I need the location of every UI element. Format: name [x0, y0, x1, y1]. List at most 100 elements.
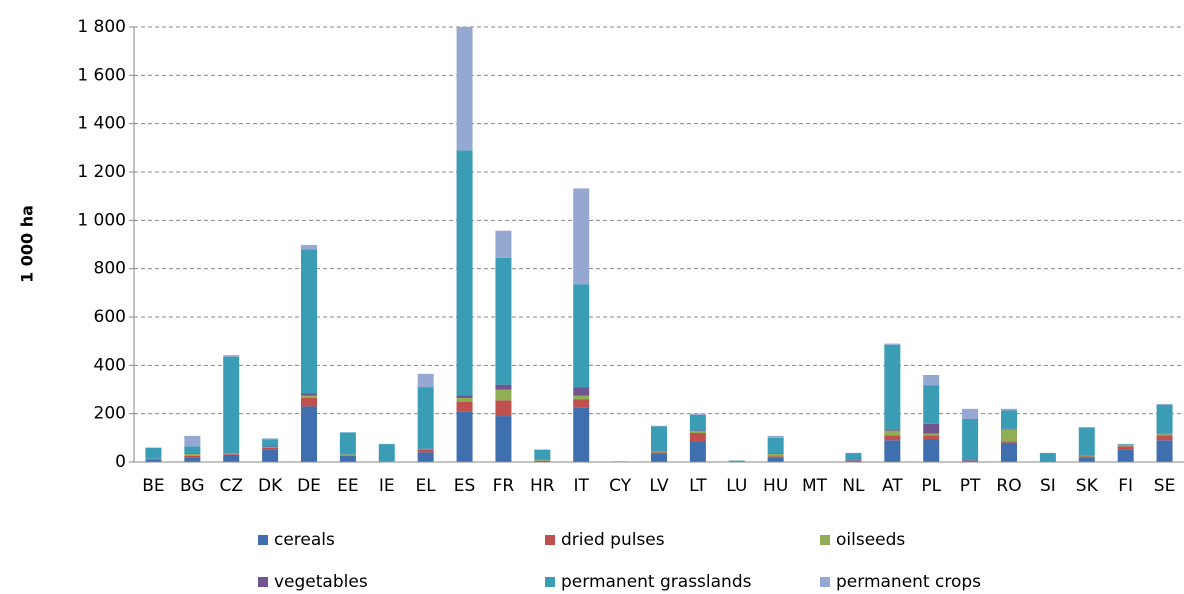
bar-segment [845, 453, 862, 461]
bar-segment [923, 375, 940, 386]
bar-segment [1078, 427, 1095, 456]
bar-segment [1117, 446, 1134, 450]
bar-segment [884, 344, 901, 430]
legend-label: cereals [274, 530, 335, 550]
bar-segment [495, 416, 512, 462]
bar-segment [884, 343, 901, 345]
bar-segment [884, 440, 901, 462]
y-tick-label: 0 [115, 452, 126, 472]
bar-segment [1156, 440, 1173, 462]
bar-segment [728, 460, 745, 462]
x-tick-label: CY [609, 476, 632, 496]
bar-segment [1001, 428, 1017, 430]
bar-segment [262, 447, 279, 448]
bar-segment [923, 439, 940, 462]
legend-label: vegetables [274, 572, 368, 592]
bar-segment [651, 452, 667, 454]
bar-segment [456, 401, 473, 412]
bar-segment [495, 230, 512, 258]
bar-segment [1001, 441, 1017, 443]
bar-segment [495, 257, 512, 385]
x-tick-label: LT [689, 476, 707, 496]
bar-segment [767, 457, 784, 462]
bar-segment [184, 435, 201, 447]
y-tick-label: 400 [94, 355, 126, 375]
bar-segment [301, 397, 317, 407]
bar-segment [301, 249, 317, 394]
bar-segment [651, 426, 667, 452]
bar-segment [223, 454, 240, 455]
legend-swatch [258, 535, 268, 545]
x-tick-label: LV [649, 476, 669, 496]
y-tick-label: 200 [94, 404, 126, 424]
x-tick-label: HU [763, 476, 788, 496]
y-tick-label: 1 800 [77, 17, 126, 37]
y-tick-label: 1 400 [77, 114, 126, 134]
bar-segment [262, 446, 279, 448]
bar-segment [1001, 442, 1017, 462]
bar-segment [534, 449, 551, 460]
bar-segment [884, 430, 901, 436]
x-tick-label: EE [337, 476, 358, 496]
x-tick-label: SE [1154, 476, 1176, 496]
legend-swatch [820, 577, 830, 587]
bar-segment [339, 454, 356, 456]
y-tick-label: 1 600 [77, 65, 126, 85]
bar-segment [262, 439, 279, 447]
bar-segment [301, 395, 317, 398]
bar-segment [456, 397, 473, 402]
bar-segment [1078, 457, 1095, 462]
bar-segment [417, 449, 434, 453]
bar-segment [923, 433, 940, 436]
bar-segment [923, 435, 940, 440]
x-tick-label: MT [802, 476, 828, 496]
bar-segment [573, 395, 590, 400]
x-tick-label: SK [1076, 476, 1099, 496]
bar-segment [884, 435, 901, 441]
bar-segment [301, 406, 317, 462]
bar-segment [767, 435, 784, 438]
bar-segment [456, 27, 473, 151]
bar-segment [1001, 408, 1017, 411]
x-tick-label: HR [530, 476, 555, 496]
bar-segment [1117, 444, 1134, 445]
bar-segment [1078, 456, 1095, 458]
bar-segment [534, 459, 551, 461]
bar-segment [262, 449, 279, 462]
bar-segment [456, 150, 473, 396]
y-tick-label: 1 000 [77, 210, 126, 230]
bar-segment [184, 455, 201, 458]
bar-segment [223, 356, 240, 454]
bar-segment [223, 355, 240, 357]
bar-segment [417, 373, 434, 388]
bar-segment [184, 457, 201, 462]
bar-segment [573, 407, 590, 462]
legend-swatch [545, 535, 555, 545]
bar-segment [184, 446, 201, 454]
bar-segment [145, 459, 162, 462]
bar-segment [689, 441, 706, 462]
legend-swatch [258, 577, 268, 587]
x-tick-label: BG [180, 476, 205, 496]
x-tick-label: IT [574, 476, 590, 496]
bar-segment [456, 395, 473, 398]
x-tick-label: DE [297, 476, 321, 496]
bar-segment [301, 393, 317, 396]
bar-segment [767, 456, 784, 458]
bar-segment [689, 433, 706, 442]
y-tick-label: 1 200 [77, 162, 126, 182]
bar-segment [573, 188, 590, 285]
bar-segment [1156, 435, 1173, 441]
y-tick-label: 600 [94, 307, 126, 327]
bar-segment [573, 387, 590, 396]
bar-segment [1117, 449, 1134, 462]
legend-label: permanent crops [836, 572, 981, 592]
bar-segment [651, 453, 667, 462]
bar-segment [417, 387, 434, 449]
bar-segment [456, 411, 473, 462]
bar-segment [1117, 445, 1134, 447]
bar-segment [1078, 455, 1095, 457]
bar-segment [417, 452, 434, 462]
bar-segment [767, 437, 784, 454]
